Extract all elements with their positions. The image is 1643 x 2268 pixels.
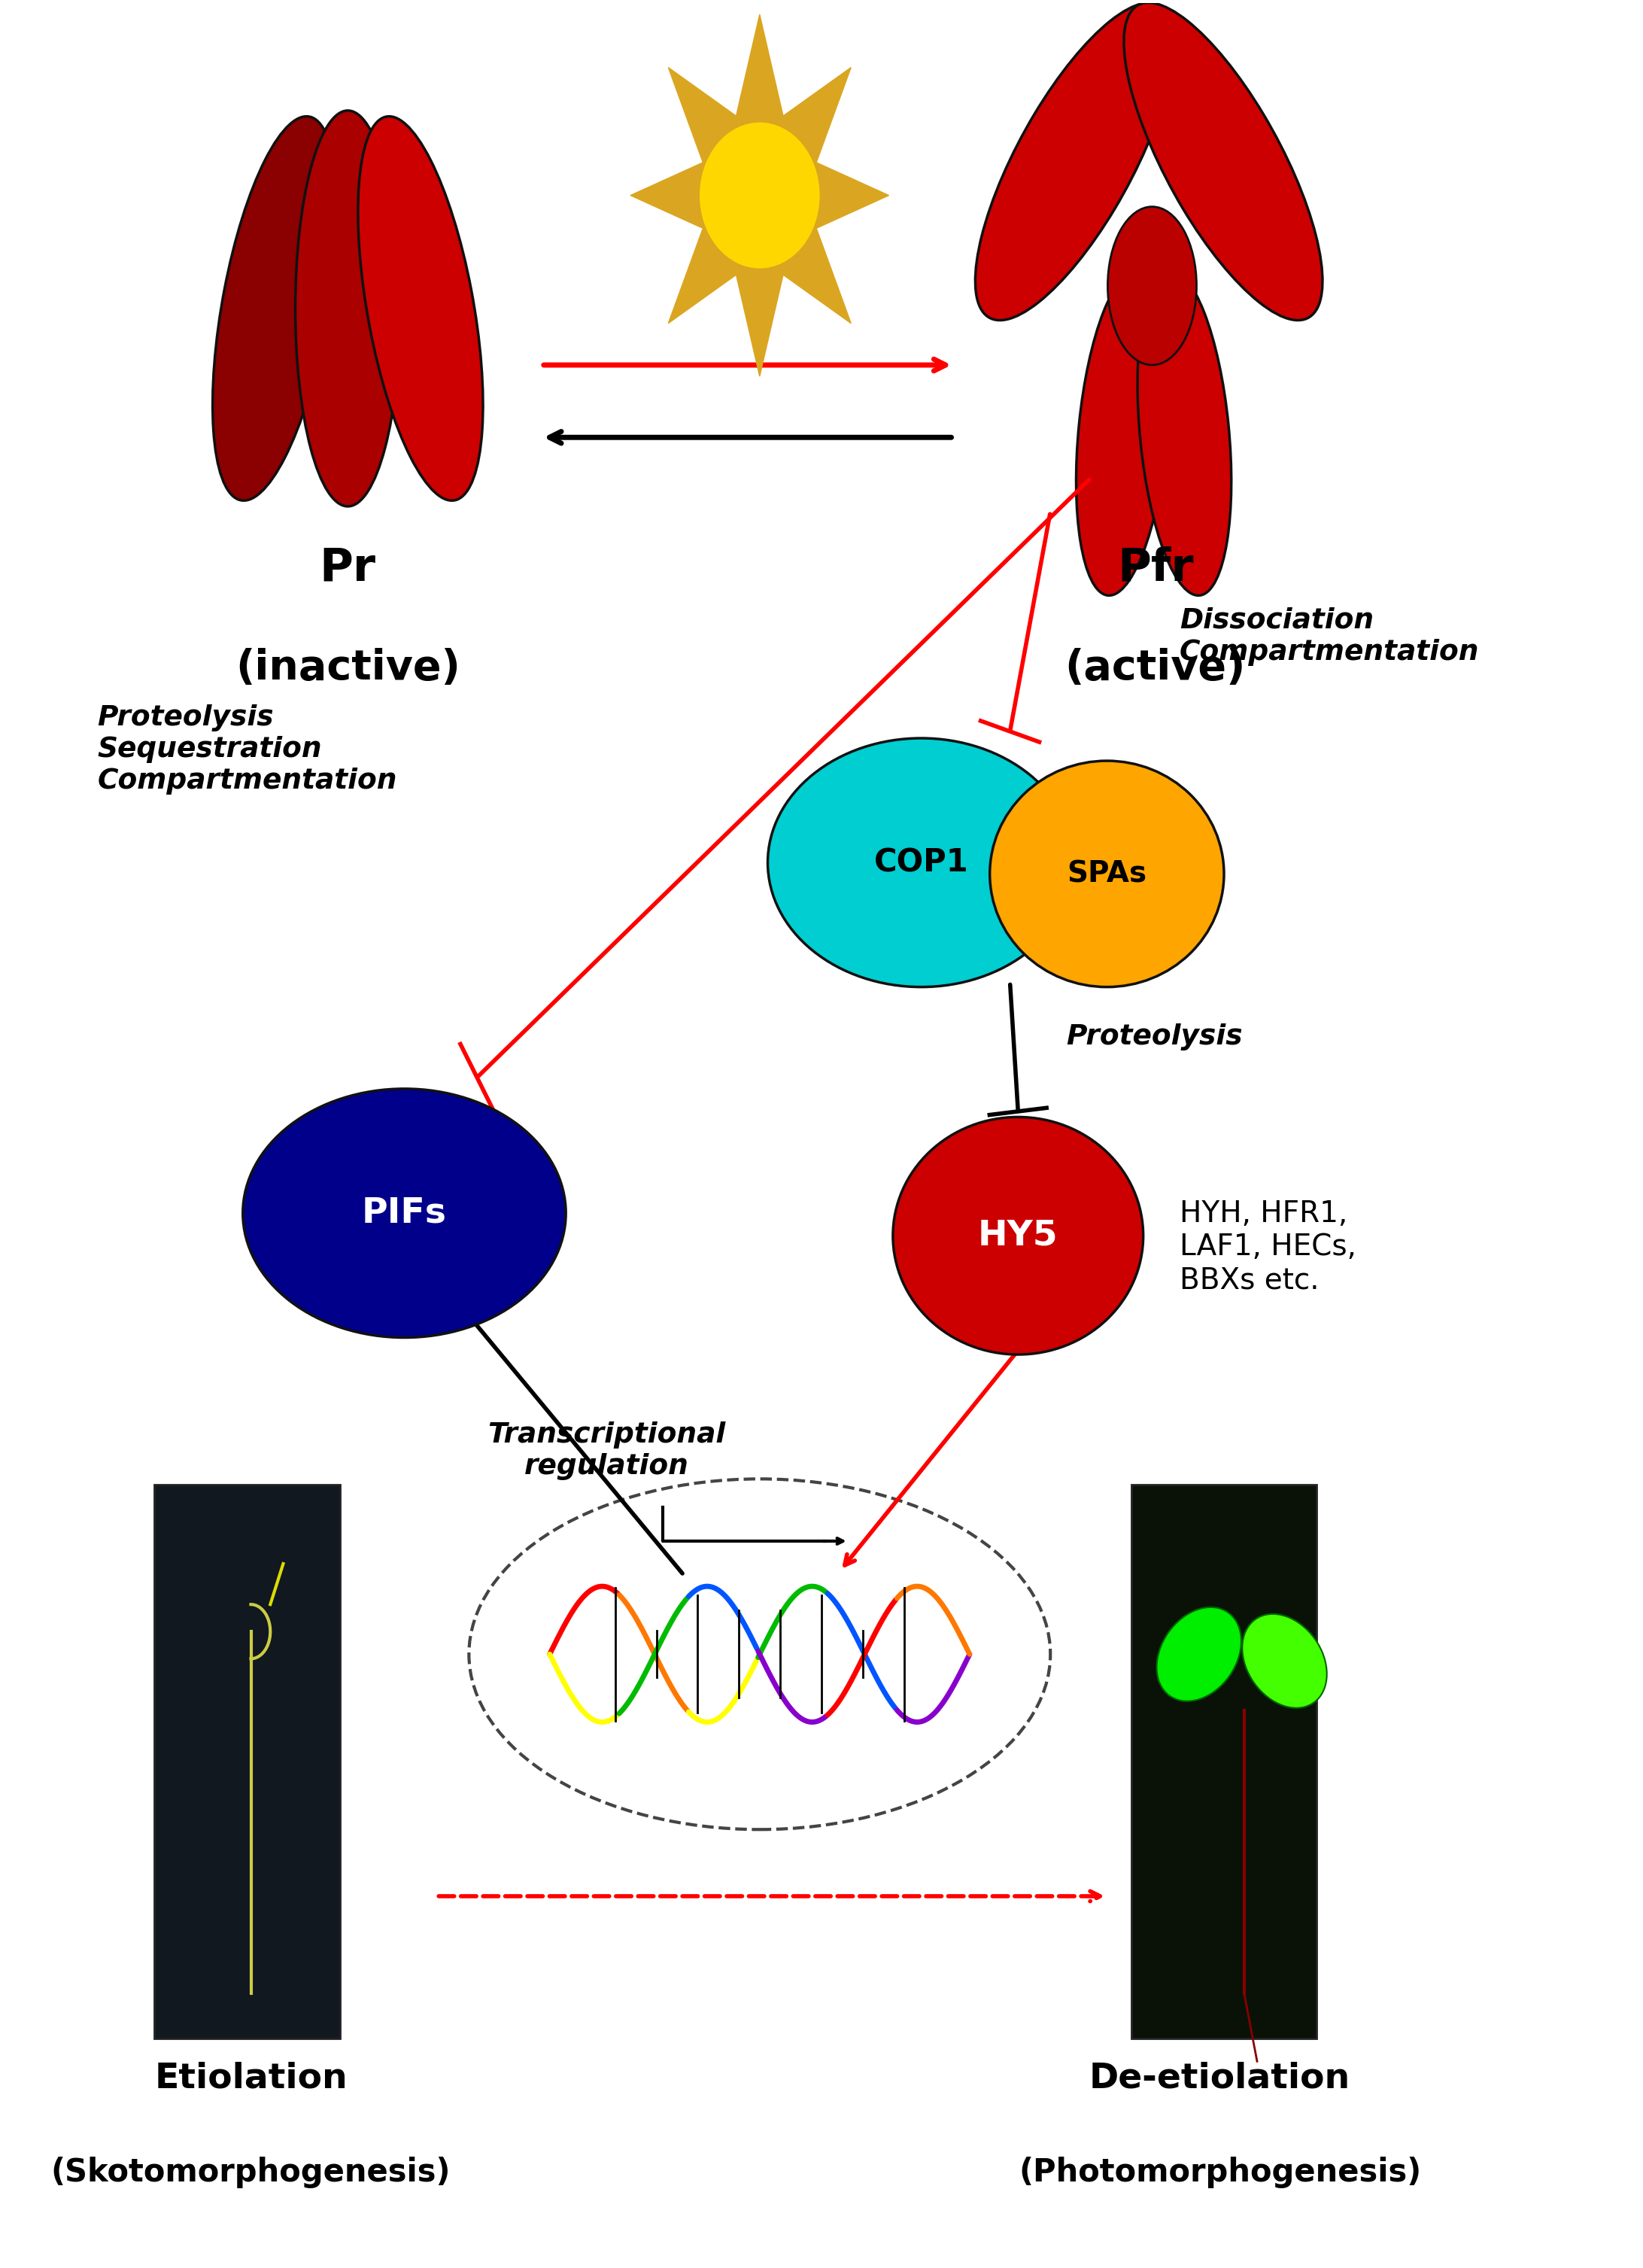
Ellipse shape <box>1137 270 1231 596</box>
FancyBboxPatch shape <box>1130 1486 1316 2039</box>
Text: Dissociation
Compartmentation: Dissociation Compartmentation <box>1180 608 1479 665</box>
Text: HY5: HY5 <box>978 1218 1058 1252</box>
Text: (active): (active) <box>1065 649 1245 689</box>
Text: COP1: COP1 <box>874 846 968 878</box>
Ellipse shape <box>1076 270 1170 596</box>
Text: (Skotomorphogenesis): (Skotomorphogenesis) <box>51 2157 450 2189</box>
Ellipse shape <box>767 737 1075 987</box>
Ellipse shape <box>976 2 1175 320</box>
Ellipse shape <box>468 1479 1050 1830</box>
Text: (Photomorphogenesis): (Photomorphogenesis) <box>1019 2157 1421 2189</box>
Ellipse shape <box>1157 1608 1240 1701</box>
Ellipse shape <box>1124 2 1323 320</box>
Ellipse shape <box>296 111 401 506</box>
Ellipse shape <box>892 1118 1144 1354</box>
Text: (inactive): (inactive) <box>235 649 460 689</box>
Ellipse shape <box>212 116 338 501</box>
Text: Pr: Pr <box>320 547 376 590</box>
Polygon shape <box>631 14 889 376</box>
Text: Proteolysis
Sequestration
Compartmentation: Proteolysis Sequestration Compartmentati… <box>97 705 398 794</box>
Text: Transcriptional
regulation: Transcriptional regulation <box>488 1422 725 1479</box>
Ellipse shape <box>1242 1615 1328 1708</box>
Text: PIFs: PIFs <box>361 1195 447 1229</box>
Ellipse shape <box>1107 206 1196 365</box>
Text: Pfr: Pfr <box>1117 547 1193 590</box>
Ellipse shape <box>989 760 1224 987</box>
Text: De-etiolation: De-etiolation <box>1089 2062 1351 2096</box>
Text: Proteolysis: Proteolysis <box>1066 1023 1244 1050</box>
Text: Etiolation: Etiolation <box>154 2062 347 2096</box>
Ellipse shape <box>698 122 820 270</box>
Ellipse shape <box>243 1089 565 1338</box>
FancyBboxPatch shape <box>154 1486 340 2039</box>
Ellipse shape <box>358 116 483 501</box>
Text: SPAs: SPAs <box>1066 860 1147 889</box>
Text: HYH, HFR1,
LAF1, HECs,
BBXs etc.: HYH, HFR1, LAF1, HECs, BBXs etc. <box>1180 1200 1355 1295</box>
